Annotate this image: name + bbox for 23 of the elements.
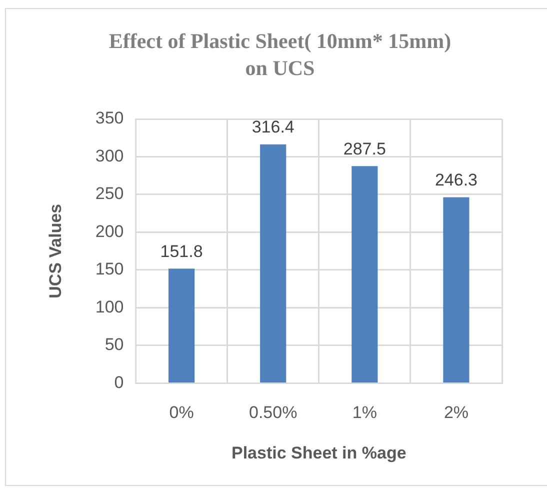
y-tick-label: 0 (114, 372, 124, 392)
y-tick-label: 350 (95, 108, 124, 128)
x-tick-label: 0% (169, 403, 194, 422)
bar (352, 166, 378, 382)
y-tick-label: 300 (95, 146, 124, 166)
x-tick-label: 0.50% (249, 403, 298, 422)
y-tick-label: 250 (95, 184, 124, 204)
bar (260, 144, 286, 382)
data-label: 151.8 (160, 242, 203, 261)
y-tick-label: 200 (95, 222, 124, 241)
data-label: 246.3 (434, 170, 478, 190)
y-tick-label: 50 (104, 335, 124, 354)
x-tick-label: 2% (444, 403, 469, 422)
bar (443, 197, 470, 382)
y-axis-title: UCS Values (46, 204, 65, 298)
chart-title: Effect of Plastic Sheet( 10mm* 15mm) on UCS (108, 28, 452, 82)
y-tick-label: 150 (95, 260, 124, 279)
data-label: 287.5 (343, 139, 386, 158)
bar (168, 268, 195, 382)
x-axis-title: Plastic Sheet in %age (231, 443, 406, 462)
data-label: 316.4 (252, 118, 294, 137)
x-tick-label: 1% (352, 403, 377, 422)
y-tick-label: 100 (95, 297, 124, 316)
